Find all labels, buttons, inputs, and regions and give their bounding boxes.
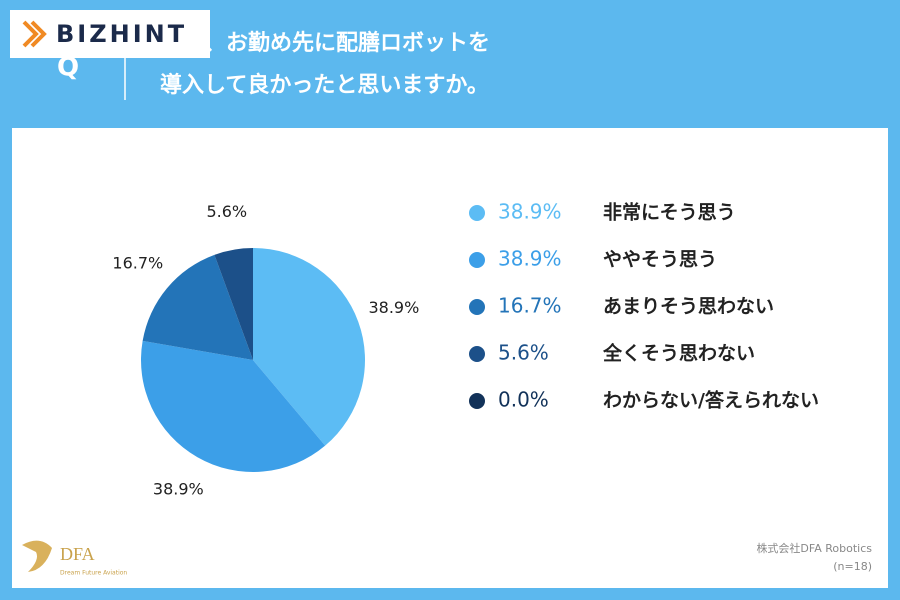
- pie-slice: [141, 340, 326, 472]
- legend-dot: [469, 393, 485, 409]
- dfa-icon: [22, 540, 52, 572]
- legend-label: ややそう思う: [603, 249, 717, 271]
- legend-dot: [469, 205, 485, 221]
- brand: BIZHINT: [56, 20, 187, 48]
- legend-dot: [469, 299, 485, 315]
- title-line: 導入して良かったと思いますか。: [160, 72, 489, 98]
- dfa-logo: DFA: [60, 544, 95, 564]
- legend-dot: [469, 346, 485, 362]
- source: 株式会社DFA Robotics: [756, 541, 872, 555]
- legend-label: 非常にそう思う: [603, 201, 736, 224]
- legend-label: わからない/答えられない: [603, 389, 819, 412]
- dfa-subtext: Dream Future Aviation: [60, 570, 127, 577]
- logo-icon: [22, 20, 47, 48]
- legend-value: 38.9%: [498, 247, 562, 271]
- legend-dot: [469, 252, 485, 268]
- pie-slice: [253, 248, 366, 446]
- legend-label: 全くそう思わない: [602, 342, 755, 365]
- title-line: たは、お勤め先に配膳ロボットを: [160, 30, 490, 56]
- slice-label: 5.6%: [206, 202, 247, 221]
- pie-slice: [142, 254, 253, 360]
- legend-value: 0.0%: [498, 388, 549, 412]
- legend-value: 16.7%: [498, 294, 562, 318]
- legend-label: あまりそう思わない: [603, 296, 774, 318]
- legend-value: 5.6%: [498, 341, 549, 365]
- slice-label: 16.7%: [112, 253, 163, 272]
- legend-value: 38.9%: [498, 200, 562, 224]
- note: (n=18): [833, 560, 872, 573]
- question-mark: Q: [57, 53, 79, 83]
- slice-label: 38.9%: [153, 480, 204, 499]
- slice-label: 38.9%: [368, 298, 419, 317]
- pie-slice: [214, 248, 253, 360]
